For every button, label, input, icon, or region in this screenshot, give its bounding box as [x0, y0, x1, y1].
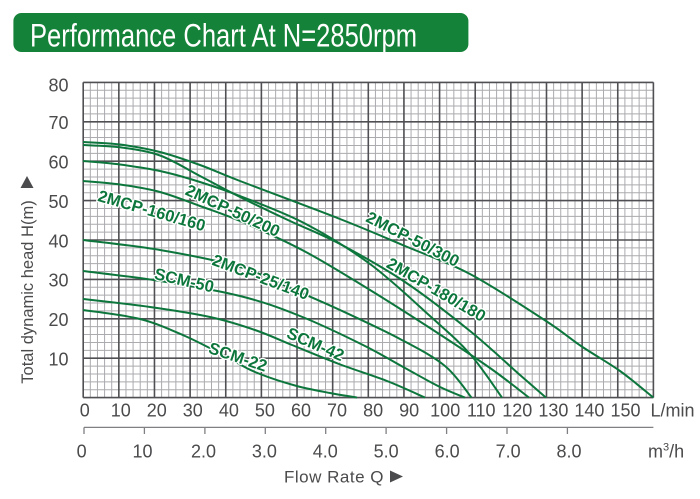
svg-text:80: 80: [48, 76, 68, 96]
svg-text:60: 60: [291, 400, 311, 420]
svg-text:150: 150: [610, 400, 640, 420]
svg-text:Performance Chart At N=2850rpm: Performance Chart At N=2850rpm: [30, 17, 417, 53]
svg-text:6.0: 6.0: [435, 441, 460, 461]
svg-text:130: 130: [538, 400, 568, 420]
svg-text:70: 70: [327, 400, 347, 420]
svg-text:2.0: 2.0: [191, 441, 216, 461]
svg-text:5.0: 5.0: [374, 441, 399, 461]
svg-text:0: 0: [80, 400, 90, 420]
svg-text:m3/h: m3/h: [648, 441, 684, 461]
svg-text:90: 90: [399, 400, 419, 420]
svg-text:10: 10: [111, 400, 131, 420]
svg-text:Total dynamic head H(m): Total dynamic head H(m): [19, 200, 37, 383]
svg-text:100: 100: [430, 400, 460, 420]
svg-text:50: 50: [48, 192, 68, 212]
svg-text:80: 80: [363, 400, 383, 420]
svg-text:120: 120: [502, 400, 532, 420]
svg-text:10: 10: [132, 441, 152, 461]
svg-text:4.0: 4.0: [313, 441, 338, 461]
svg-text:20: 20: [48, 310, 68, 330]
svg-text:30: 30: [48, 271, 68, 291]
svg-text:20: 20: [147, 400, 167, 420]
svg-text:Flow Rate Q: Flow Rate Q: [284, 468, 384, 487]
svg-text:7.0: 7.0: [496, 441, 521, 461]
svg-text:10: 10: [48, 350, 68, 370]
svg-text:0: 0: [77, 441, 87, 461]
svg-text:40: 40: [48, 231, 68, 251]
svg-text:8.0: 8.0: [556, 441, 581, 461]
svg-text:50: 50: [255, 400, 275, 420]
svg-text:L/min: L/min: [651, 400, 695, 420]
svg-text:30: 30: [183, 400, 203, 420]
svg-text:70: 70: [48, 113, 68, 133]
svg-text:40: 40: [219, 400, 239, 420]
svg-text:60: 60: [48, 153, 68, 173]
svg-text:140: 140: [574, 400, 604, 420]
svg-text:3.0: 3.0: [252, 441, 277, 461]
svg-text:110: 110: [467, 400, 496, 420]
